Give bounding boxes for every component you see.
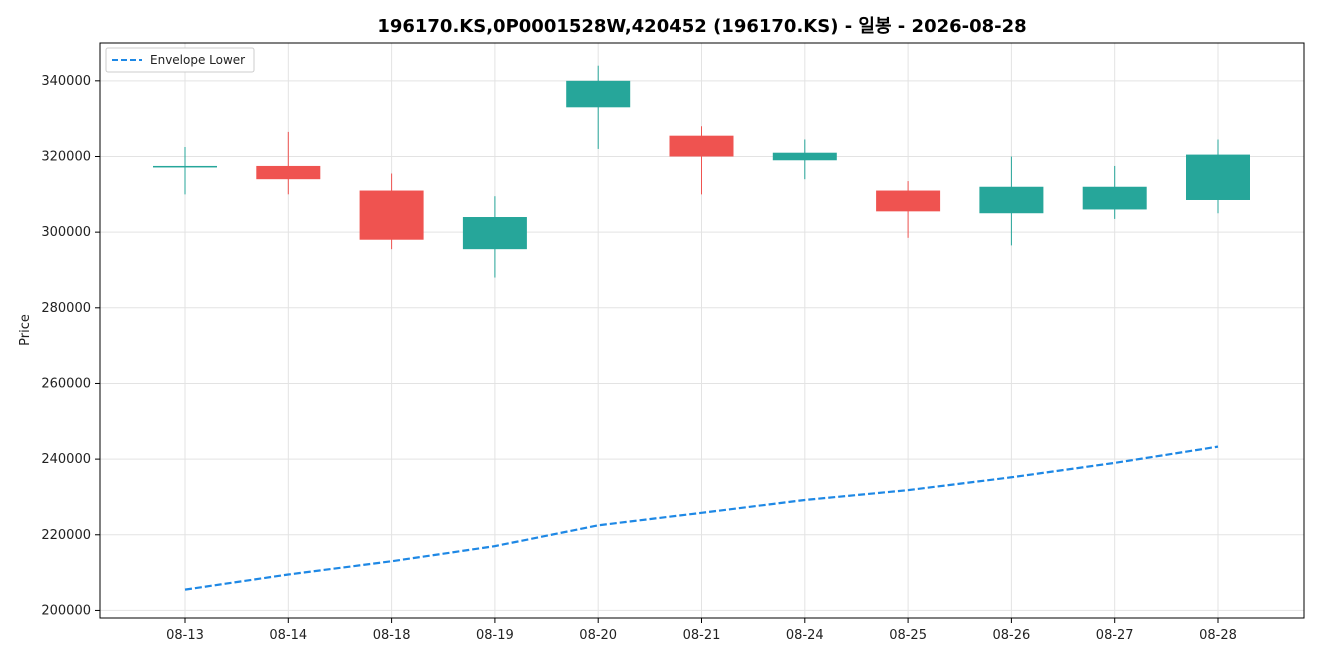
x-tick-label: 08-18 — [373, 628, 411, 643]
x-tick-label: 08-21 — [683, 628, 721, 643]
y-axis-ticks: 200000 220000 240000 260000 280000 300000 3200… — [41, 74, 100, 618]
candle-body — [669, 135, 734, 157]
legend-box — [105, 47, 255, 73]
x-tick-label: 08-25 — [889, 628, 927, 643]
x-tick-label: 08-14 — [269, 628, 307, 643]
x-tick-label: 08-24 — [786, 628, 824, 643]
candle-body — [979, 186, 1044, 214]
x-tick-label: 08-19 — [476, 628, 514, 643]
candle-body — [1186, 154, 1250, 200]
candle-body — [359, 190, 424, 240]
candle-body — [153, 165, 217, 168]
x-tick-label: 08-13 — [166, 628, 204, 643]
y-tick-label: 340000 — [41, 74, 91, 89]
chart-title: 196170.KS,0P0001528W,420452 (196170.KS) … — [377, 16, 1026, 37]
x-tick-label: 08-26 — [993, 628, 1031, 643]
x-tick-label: 08-20 — [579, 628, 617, 643]
y-tick-label: 300000 — [41, 225, 91, 240]
legend: Envelope Lower — [105, 47, 255, 73]
candles — [153, 65, 1250, 278]
candle-body — [462, 217, 527, 250]
candle-body — [566, 80, 631, 108]
envelope-lower-series — [184, 445, 1219, 591]
candle-body — [1082, 186, 1147, 210]
y-tick-label: 220000 — [41, 528, 91, 543]
x-tick-label: 08-27 — [1096, 628, 1134, 643]
grid — [100, 43, 1304, 618]
y-tick-label: 320000 — [41, 149, 91, 164]
envelope-lower-line — [184, 445, 1219, 591]
y-tick-label: 200000 — [41, 603, 91, 618]
y-tick-label: 280000 — [41, 301, 91, 316]
candle-body — [876, 190, 941, 212]
y-tick-label: 240000 — [41, 452, 91, 467]
legend-label-envelope-lower: Envelope Lower — [150, 53, 245, 67]
x-axis-ticks: 08-13 08-14 08-18 08-19 08-20 08-21 08-24 08-25… — [166, 618, 1237, 643]
y-tick-label: 260000 — [41, 376, 91, 391]
y-axis-label: Price — [18, 314, 33, 346]
candle-body — [772, 152, 837, 161]
x-tick-label: 08-28 — [1199, 628, 1237, 643]
candle-body — [256, 165, 321, 180]
